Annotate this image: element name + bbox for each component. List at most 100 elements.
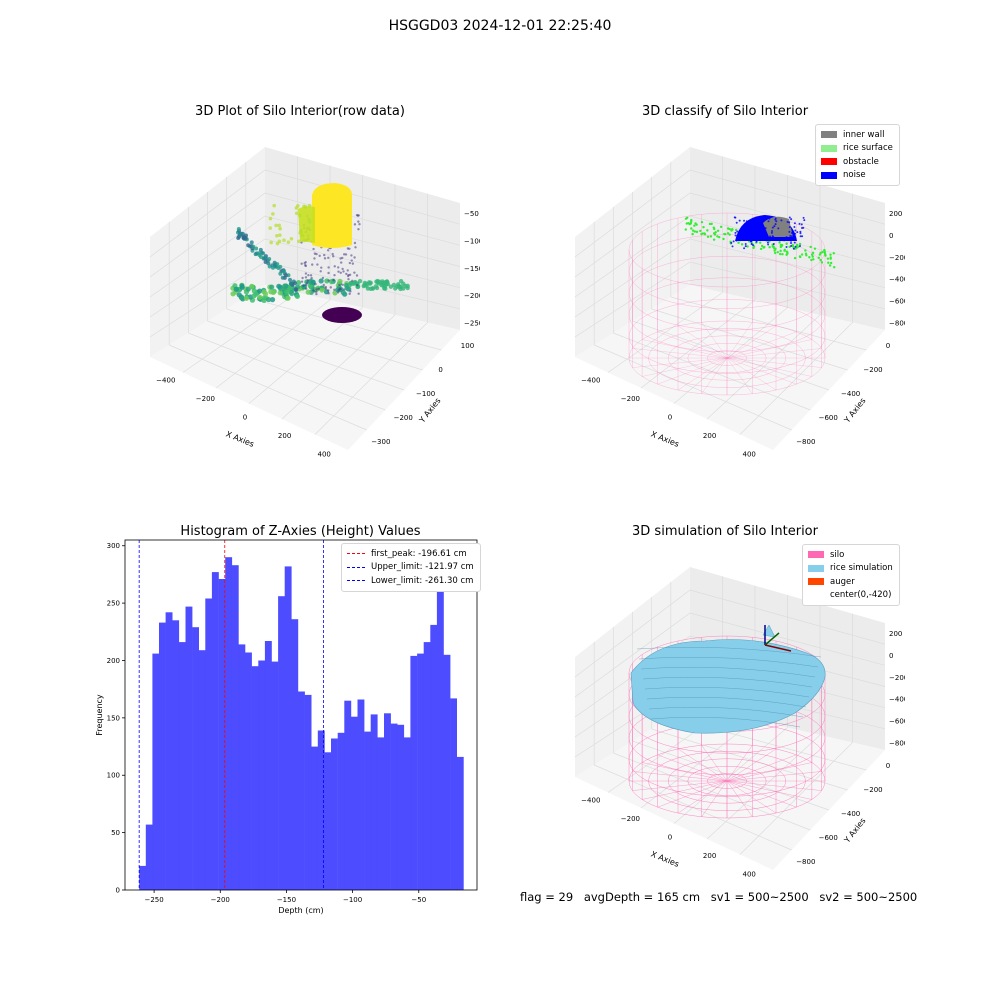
raw-point xyxy=(346,269,349,272)
silo-ring xyxy=(687,342,767,374)
raw-point xyxy=(277,223,282,228)
noise-point xyxy=(754,237,757,240)
raw-point xyxy=(398,284,404,290)
noise-point xyxy=(732,240,735,243)
classify-legend: inner wall rice surface obstacle noise xyxy=(815,124,900,186)
raw-point xyxy=(266,261,271,266)
raw-point xyxy=(313,252,317,255)
z-tick-label: −50 xyxy=(464,210,479,218)
x-tick-label: 400 xyxy=(318,451,331,459)
histogram-bar xyxy=(185,606,193,890)
raw-point xyxy=(304,283,308,287)
noise-point xyxy=(744,245,747,248)
rice-surface-point xyxy=(776,250,780,254)
y-tick-label: −800 xyxy=(796,858,815,866)
grid-line xyxy=(245,296,442,351)
noise-point xyxy=(799,235,802,238)
raw-point xyxy=(355,274,359,277)
noise-point xyxy=(734,234,737,237)
raw-point xyxy=(338,283,341,287)
noise-point xyxy=(741,238,744,241)
raw-point xyxy=(296,204,300,208)
noise-point xyxy=(771,226,774,229)
noise-point xyxy=(743,247,746,250)
silo-wire xyxy=(677,357,728,391)
raw-point xyxy=(301,276,304,280)
silo-wire xyxy=(701,780,728,817)
noise-point xyxy=(790,218,793,221)
rice-surface-point xyxy=(785,253,788,256)
raw-point xyxy=(344,253,348,256)
rice-surface-point xyxy=(706,229,709,232)
y-tick-label: −300 xyxy=(371,438,390,446)
raw-point xyxy=(315,292,318,296)
raw-point xyxy=(303,262,306,265)
y-tick-label: −100 xyxy=(416,390,435,398)
raw-point xyxy=(333,288,336,292)
raw-point xyxy=(305,281,309,284)
histogram-bar xyxy=(377,737,385,890)
surface-mesh xyxy=(636,647,822,658)
rice-surface-point xyxy=(804,249,807,252)
rice-surface-point xyxy=(719,225,723,229)
histogram-bar xyxy=(172,620,180,890)
raw-point xyxy=(294,288,299,293)
raw-point xyxy=(310,276,313,280)
noise-point xyxy=(730,241,733,244)
raw-point xyxy=(282,238,286,243)
rice-surface-point xyxy=(811,251,815,255)
noise-point xyxy=(764,227,767,230)
y-axis-label: Y Axies xyxy=(842,396,868,425)
classify-3d-plot: −400 −200 0 200 400 X Axies 0 −200 −400 −600 −800 Y… xyxy=(574,147,905,459)
rice-surface-point xyxy=(785,242,788,245)
z-tick-label: 200 xyxy=(889,210,902,218)
raw-point xyxy=(288,281,293,286)
raw-point xyxy=(289,236,294,241)
z-tick-label: −400 xyxy=(889,696,905,704)
noise-point xyxy=(767,243,770,246)
histogram-bar xyxy=(430,624,438,890)
rice-surface-point xyxy=(695,230,699,234)
rice-surface-point xyxy=(828,264,832,267)
histogram-bar xyxy=(331,738,338,890)
x-tick-label: −200 xyxy=(621,815,640,823)
histogram-bar xyxy=(139,865,147,890)
raw-point xyxy=(382,286,387,291)
histogram-bar xyxy=(238,644,246,890)
raw-point xyxy=(309,274,313,277)
histogram-bar xyxy=(205,598,213,890)
noise-point xyxy=(801,235,804,238)
panel-title-raw: 3D Plot of Silo Interior(row data) xyxy=(195,104,405,119)
rice-surface-point xyxy=(691,229,695,232)
histogram-bar xyxy=(291,619,299,890)
raw-point xyxy=(342,288,346,291)
x-axis-label: X Axies xyxy=(225,429,256,448)
noise-point xyxy=(759,225,762,228)
noise-point xyxy=(785,236,788,239)
noise-point xyxy=(796,231,799,234)
y-tick-label: 0 xyxy=(886,762,890,770)
silo-wire xyxy=(726,745,753,782)
histogram-bar xyxy=(337,732,345,890)
z-tick-label: −200 xyxy=(464,292,480,300)
silo-wire xyxy=(726,748,777,782)
raw-point xyxy=(298,206,315,243)
raw-point xyxy=(356,284,359,287)
y-tick-label: 200 xyxy=(107,657,120,665)
raw-point xyxy=(249,240,254,245)
rice-surface-point xyxy=(693,224,696,227)
histogram-bar xyxy=(350,716,358,890)
raw-point xyxy=(362,282,367,288)
raw-point xyxy=(312,289,315,292)
x-tick-label: 0 xyxy=(668,414,672,422)
histogram-bar xyxy=(384,713,391,890)
x-tick-label: 200 xyxy=(703,432,716,440)
raw-point xyxy=(282,283,288,289)
silo-wire xyxy=(642,339,728,359)
raw-point xyxy=(346,274,350,278)
y-axis-label: Y Axies xyxy=(842,816,868,845)
silo-wire xyxy=(726,357,822,368)
raw-point xyxy=(319,270,322,273)
legend-swatch xyxy=(821,131,837,139)
noise-point xyxy=(770,231,773,234)
